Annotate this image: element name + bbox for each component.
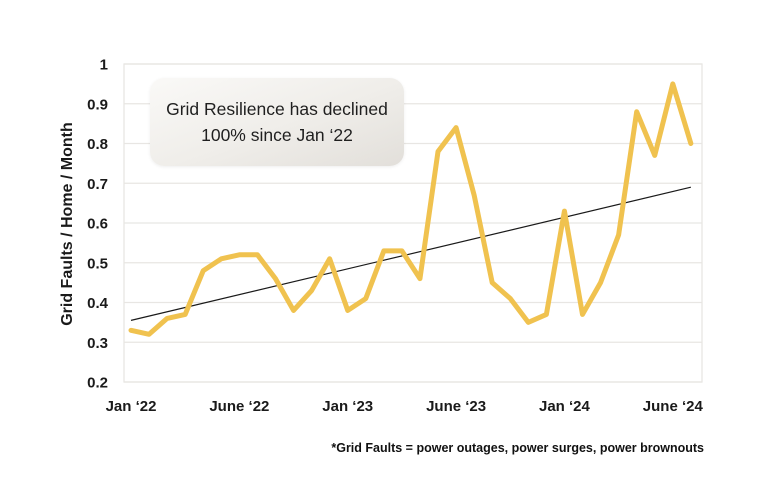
y-tick-label: 0.5 <box>87 255 108 272</box>
plot-border <box>123 63 703 383</box>
annotation-box: Grid Resilience has declined 100% since … <box>150 78 404 166</box>
y-tick-label: 0.8 <box>87 136 108 153</box>
x-tick-label: June ‘23 <box>426 398 486 415</box>
y-tick-label: 0.9 <box>87 96 108 113</box>
annotation-line2: 100% since Jan ‘22 <box>201 125 353 145</box>
x-tick-label: June ‘24 <box>643 398 704 415</box>
y-tick-label: 1 <box>100 57 108 74</box>
x-tick-label: June ‘22 <box>209 398 269 415</box>
x-tick-label: Jan ‘24 <box>539 398 591 415</box>
x-tick-label: Jan ‘23 <box>322 398 373 415</box>
y-tick-label: 0.6 <box>87 216 108 233</box>
y-tick-label: 0.2 <box>87 375 108 392</box>
y-tick-label: 0.4 <box>87 295 109 312</box>
chart-footnote: *Grid Faults = power outages, power surg… <box>331 441 704 455</box>
x-tick-label: Jan ‘22 <box>106 398 157 415</box>
data-series-line <box>128 81 694 337</box>
annotation-line1: Grid Resilience has declined <box>166 98 388 119</box>
y-tick-label: 0.3 <box>87 335 108 352</box>
trend-line <box>130 186 691 321</box>
y-tick-label: 0.7 <box>87 176 108 193</box>
y-axis-title: Grid Faults / Home / Month <box>59 122 76 326</box>
